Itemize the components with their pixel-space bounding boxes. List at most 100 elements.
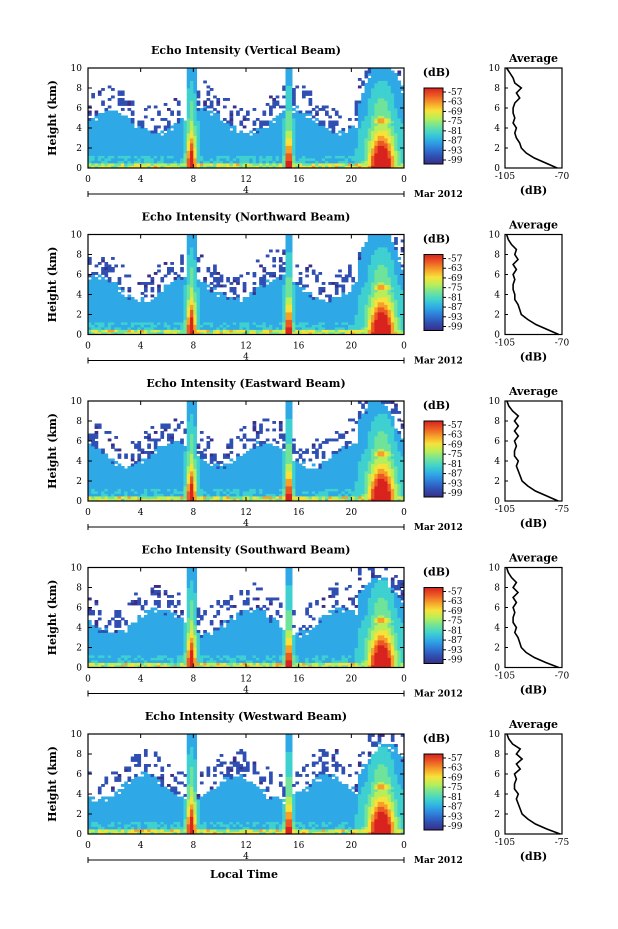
heatmap-cell (127, 138, 132, 141)
heatmap-cell (199, 133, 204, 136)
heatmap-cell (377, 73, 382, 76)
heatmap-cell (167, 309, 171, 313)
heatmap-cell (361, 247, 365, 250)
heatmap-cell (285, 145, 290, 149)
heatmap-cell (153, 125, 158, 129)
heatmap-cell (311, 150, 316, 154)
x-tick-label: 0 (401, 342, 407, 352)
heatmap-cell (160, 277, 165, 280)
heatmap-cell (278, 145, 283, 149)
heatmap-cell (334, 148, 339, 151)
heatmap-cell (272, 324, 277, 328)
heatmap-cell (344, 324, 349, 328)
heatmap-cell (120, 125, 125, 129)
heatmap-cell (282, 145, 286, 149)
heatmap-cell (377, 252, 382, 255)
heatmap-cell (196, 143, 201, 146)
heatmap-cell (167, 287, 171, 290)
heatmap-cell (140, 135, 145, 139)
heatmap-cell (97, 262, 102, 265)
heatmap-cell (288, 254, 293, 258)
heatmap-cell (104, 115, 109, 119)
heatmap-cell (97, 498, 102, 502)
heatmap-cell (255, 299, 260, 303)
heatmap-cell (216, 123, 221, 126)
heatmap-cell (104, 304, 109, 308)
heatmap-cell (308, 148, 313, 151)
heatmap-cell (394, 247, 398, 250)
heatmap-cell (285, 103, 290, 106)
heatmap-cell (150, 307, 155, 310)
heatmap-cell (371, 130, 375, 134)
heatmap-cell (101, 279, 105, 283)
heatmap-cell (315, 307, 319, 310)
heatmap-cell (91, 327, 95, 330)
heatmap-cell (305, 93, 309, 96)
heatmap-cell (334, 163, 339, 166)
heatmap-cell (167, 332, 171, 335)
heatmap-cell (305, 319, 309, 323)
heatmap-cell (170, 284, 174, 288)
heatmap-cell (331, 332, 336, 335)
heatmap-cell (176, 292, 181, 295)
heatmap-cell (97, 491, 102, 494)
heatmap-cell (364, 123, 369, 126)
heatmap-cell (134, 324, 138, 328)
heatmap-cell (186, 257, 191, 260)
heatmap-cell (130, 329, 135, 333)
heatmap-cell (186, 160, 191, 164)
heatmap-cell (384, 70, 388, 74)
heatmap-cell (265, 297, 270, 300)
heatmap-cell (269, 110, 273, 114)
heatmap-cell (282, 115, 286, 119)
heatmap-cell (157, 332, 161, 335)
heatmap-cell (269, 332, 273, 335)
heatmap-cell (364, 254, 369, 258)
heatmap-cell (390, 284, 395, 288)
heatmap-cell (344, 297, 349, 300)
heatmap-cell (278, 317, 283, 320)
heatmap-cell (361, 95, 365, 99)
heatmap-cell (371, 108, 375, 111)
heatmap-cell (371, 113, 375, 116)
heatmap-cell (367, 317, 372, 320)
heatmap-cell (190, 287, 194, 290)
heatmap-cell (387, 105, 392, 109)
heatmap-cell (124, 133, 128, 136)
heatmap-cell (397, 98, 402, 101)
heatmap-cell (331, 133, 336, 136)
heatmap-cell (91, 476, 95, 479)
heatmap-cell (150, 327, 155, 330)
heatmap-cell (387, 257, 392, 260)
heatmap-cell (331, 307, 336, 310)
heatmap-cell (328, 158, 332, 161)
heatmap-cell (390, 332, 395, 335)
heatmap-cell (183, 138, 188, 141)
heatmap-cell (384, 319, 388, 323)
heatmap-cell (400, 110, 405, 114)
heatmap-cell (325, 329, 329, 333)
heatmap-cell (176, 143, 181, 146)
heatmap-cell (344, 163, 349, 166)
heatmap-cell (354, 332, 359, 335)
heatmap-cell (203, 279, 207, 283)
heatmap-cell (88, 158, 92, 161)
colorbar-unit: (dB) (423, 233, 450, 246)
heatmap-cell (147, 304, 151, 308)
heatmap-cell (282, 120, 286, 124)
heatmap-cell (344, 314, 349, 318)
heatmap-cell (190, 115, 194, 119)
heatmap-cell (209, 88, 214, 91)
heatmap-cell (199, 125, 204, 129)
heatmap-cell (193, 140, 198, 144)
heatmap-cell (305, 143, 309, 146)
heatmap-cell (341, 160, 346, 164)
heatmap-cell (384, 95, 388, 99)
heatmap-cell (380, 249, 385, 253)
heatmap-cell (193, 85, 198, 89)
heatmap-cell (167, 267, 171, 270)
heatmap-cell (242, 155, 247, 159)
heatmap-cell (301, 133, 306, 136)
heatmap-cell (361, 110, 365, 114)
heatmap-cell (190, 272, 194, 275)
